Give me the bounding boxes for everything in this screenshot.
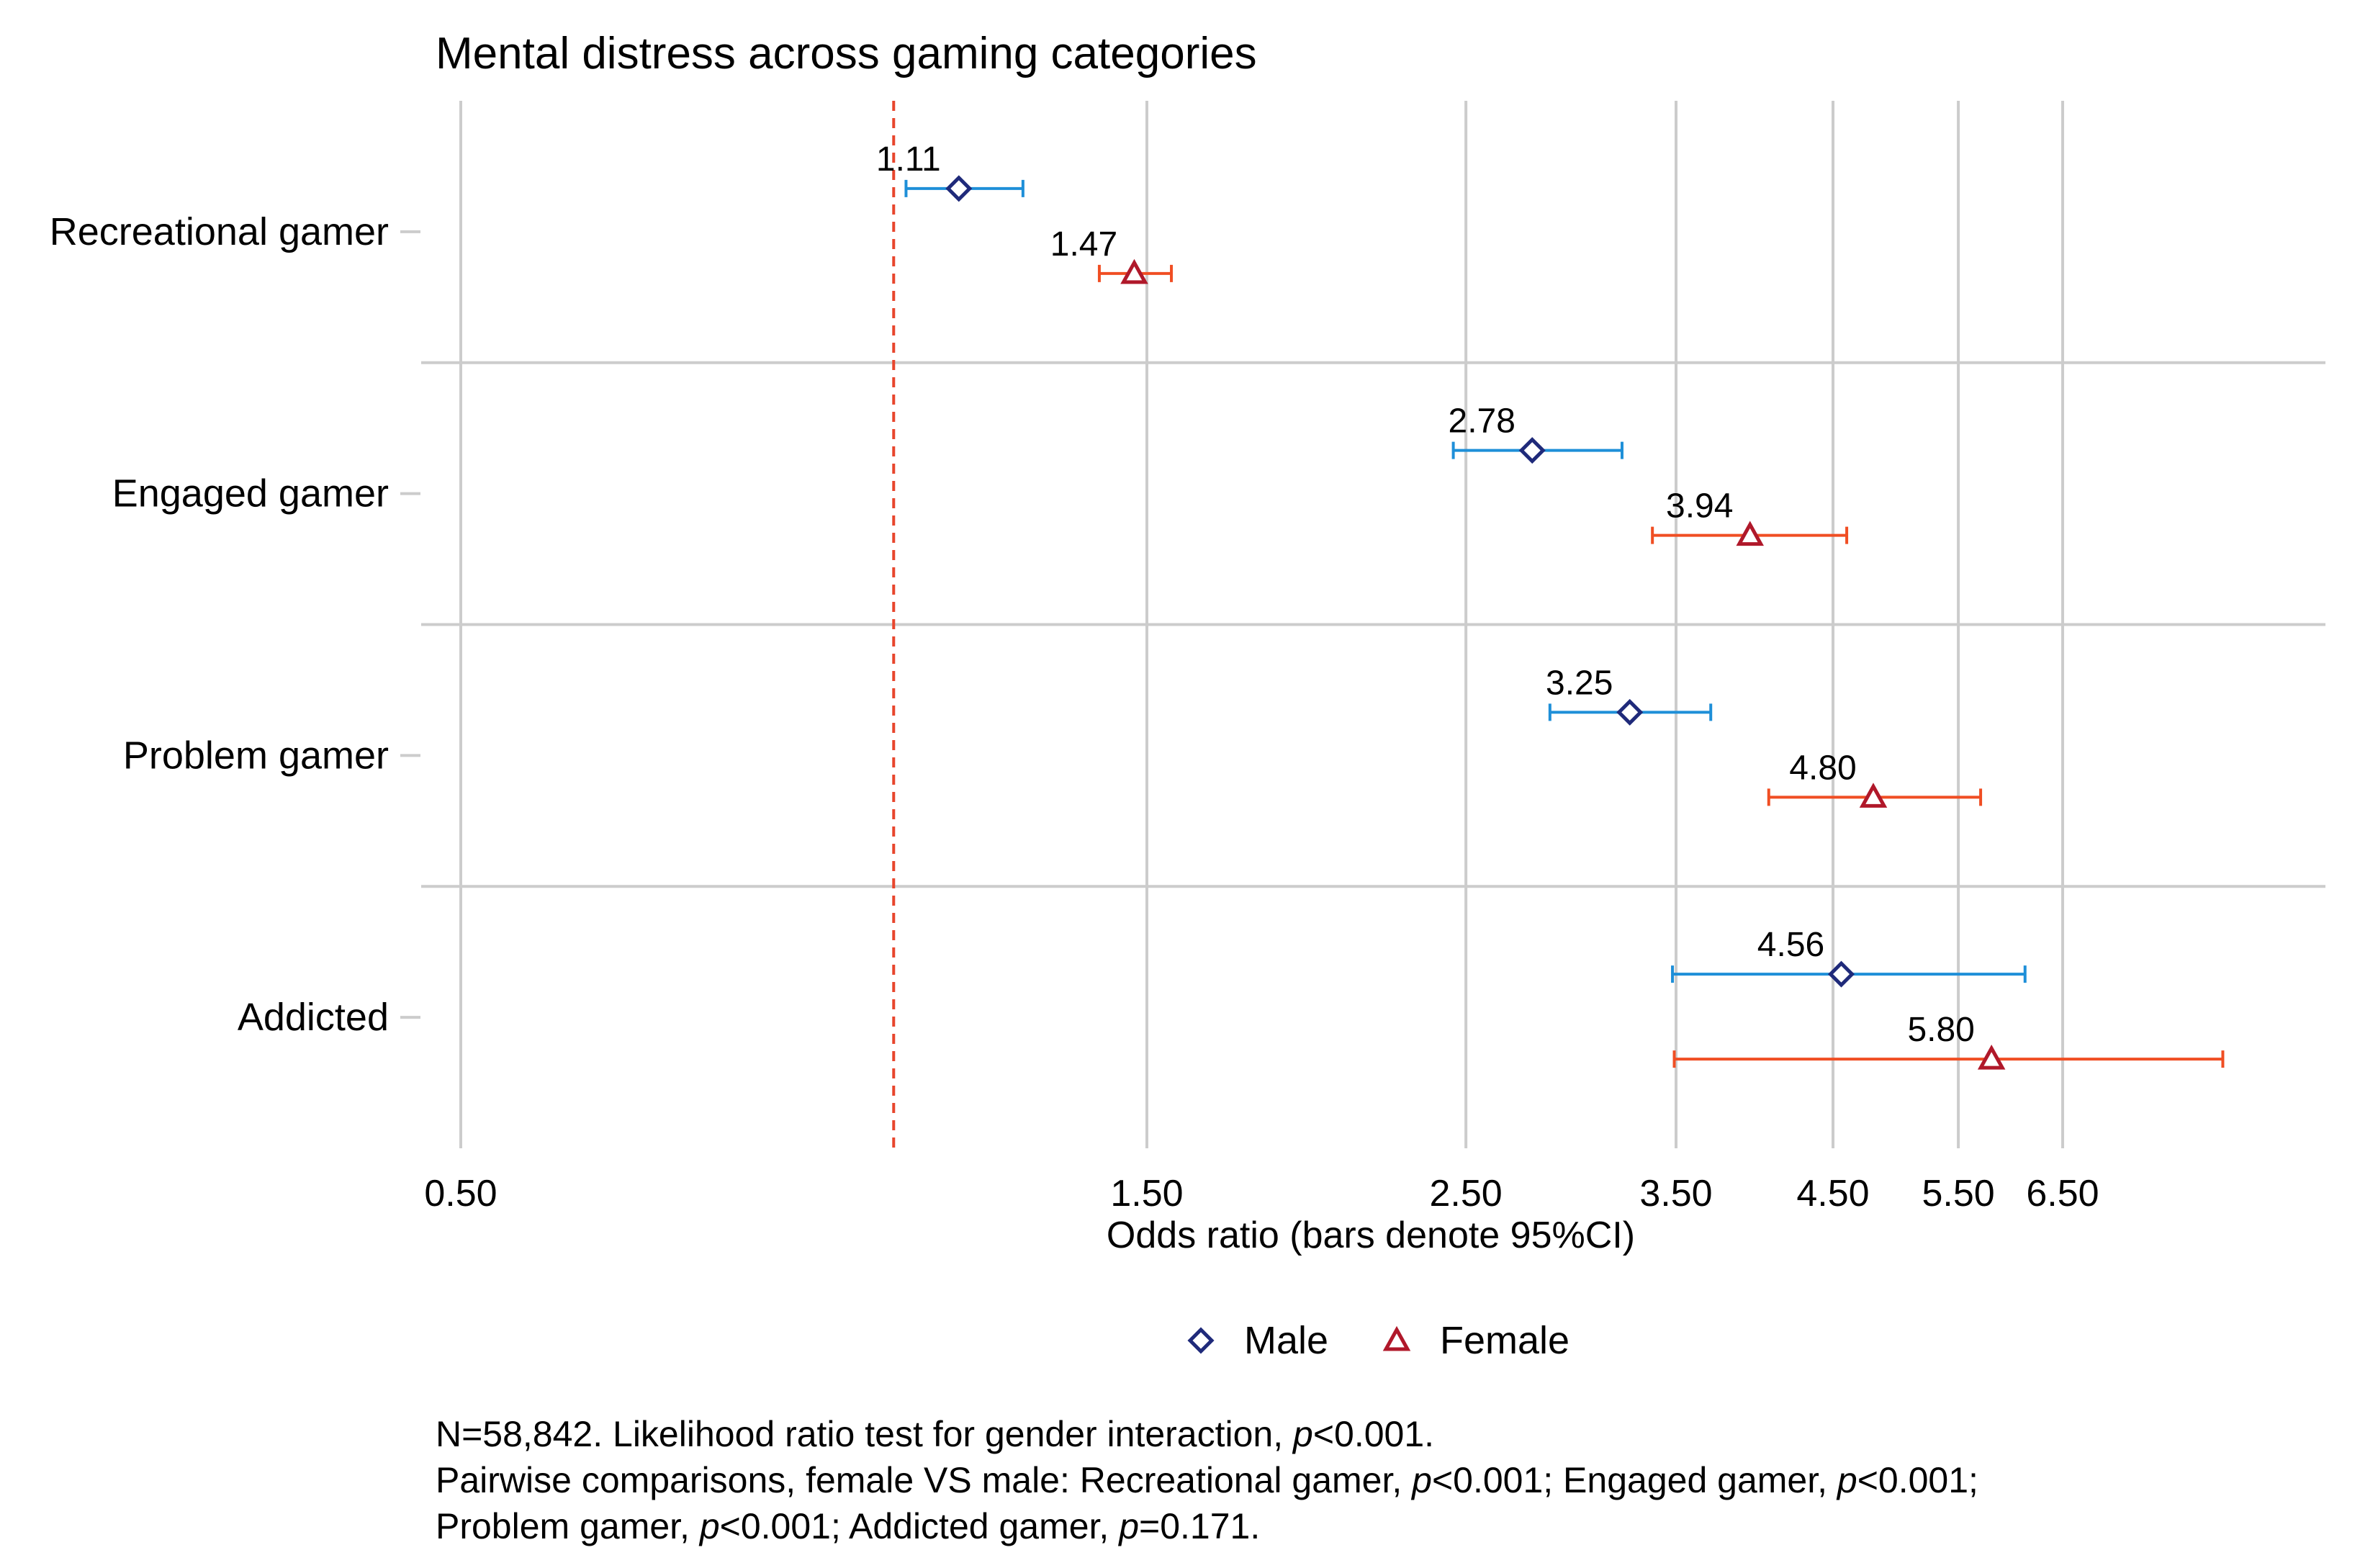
- male-value-label: 2.78: [1449, 402, 1515, 441]
- axis-layer: 0.50 1.50 2.50 3.50 4.50 5.50 6.50 Recreational…: [50, 210, 2099, 1215]
- x-tick-label: 3.50: [1639, 1173, 1712, 1215]
- footnote-p-symbol: p: [1837, 1460, 1857, 1500]
- male-value-label: 4.56: [1757, 926, 1824, 964]
- footnote-text: N=58,842. Likelihood ratio test for gend…: [436, 1414, 1294, 1454]
- footnote-text: <0.001.: [1312, 1414, 1435, 1454]
- x-tick-label: 0.50: [424, 1173, 497, 1215]
- footnote-text: <0.001;: [1857, 1460, 1978, 1500]
- footnote-line-3: Problem gamer, p<0.001; Addicted gamer, …: [436, 1503, 2343, 1549]
- x-tick-label: 2.50: [1430, 1173, 1503, 1215]
- y-tick-label: Problem gamer: [123, 734, 389, 777]
- female-point: [1977, 1044, 2006, 1070]
- footnote-p-symbol: p: [1412, 1460, 1432, 1500]
- male-point: [1518, 437, 1546, 464]
- x-tick-label: 6.50: [2026, 1173, 2099, 1215]
- female-value-label: 3.94: [1666, 487, 1733, 526]
- x-tick-label: 1.50: [1110, 1173, 1183, 1215]
- legend-female-icon: [1382, 1325, 1411, 1351]
- chart-title: Mental distress across gaming categories: [436, 29, 1257, 78]
- female-value-label: 1.47: [1050, 225, 1117, 263]
- legend-label: Male: [1244, 1319, 1328, 1362]
- female-point: [1859, 783, 1888, 808]
- footnote-text: Problem gamer,: [436, 1506, 700, 1546]
- footnote: N=58,842. Likelihood ratio test for gend…: [436, 1411, 2343, 1549]
- footnote-text: =0.171.: [1139, 1506, 1261, 1546]
- legend-label: Female: [1440, 1319, 1569, 1362]
- male-value-label: 1.11: [876, 140, 941, 179]
- male-point: [1616, 698, 1644, 726]
- y-tick-label: Recreational gamer: [50, 210, 389, 253]
- marks-layer: 1.11 2.78 3.25 4.56 1.47 3.94 4.80 5.80: [876, 140, 2225, 1070]
- grid-layer: [421, 101, 2325, 1148]
- female-point: [1736, 521, 1764, 546]
- footnote-text: <0.001; Engaged gamer,: [1431, 1460, 1837, 1500]
- female-value-label: 5.80: [1907, 1011, 1974, 1049]
- female-value-label: 4.80: [1789, 749, 1856, 787]
- x-axis-title: Odds ratio (bars denote 95%CI): [1107, 1215, 1635, 1256]
- legend: Male Female: [1187, 1319, 1569, 1362]
- footnote-line-1: N=58,842. Likelihood ratio test for gend…: [436, 1411, 2343, 1457]
- legend-male-icon: [1187, 1327, 1215, 1354]
- male-point: [1827, 960, 1855, 988]
- x-tick-label: 5.50: [1922, 1173, 1994, 1215]
- footnote-p-symbol: p: [699, 1506, 720, 1546]
- y-tick-label: Engaged gamer: [112, 472, 389, 515]
- footnote-line-2: Pairwise comparisons, female VS male: Re…: [436, 1457, 2343, 1503]
- footnote-text: Pairwise comparisons, female VS male: Re…: [436, 1460, 1413, 1500]
- x-tick-label: 4.50: [1796, 1173, 1869, 1215]
- footnote-text: <0.001; Addicted gamer,: [719, 1506, 1120, 1546]
- footnote-p-symbol: p: [1119, 1506, 1140, 1546]
- y-tick-label: Addicted: [238, 996, 389, 1039]
- female-point: [1120, 258, 1148, 284]
- male-value-label: 3.25: [1546, 664, 1613, 702]
- male-point: [945, 175, 973, 202]
- footnote-p-symbol: p: [1293, 1414, 1313, 1454]
